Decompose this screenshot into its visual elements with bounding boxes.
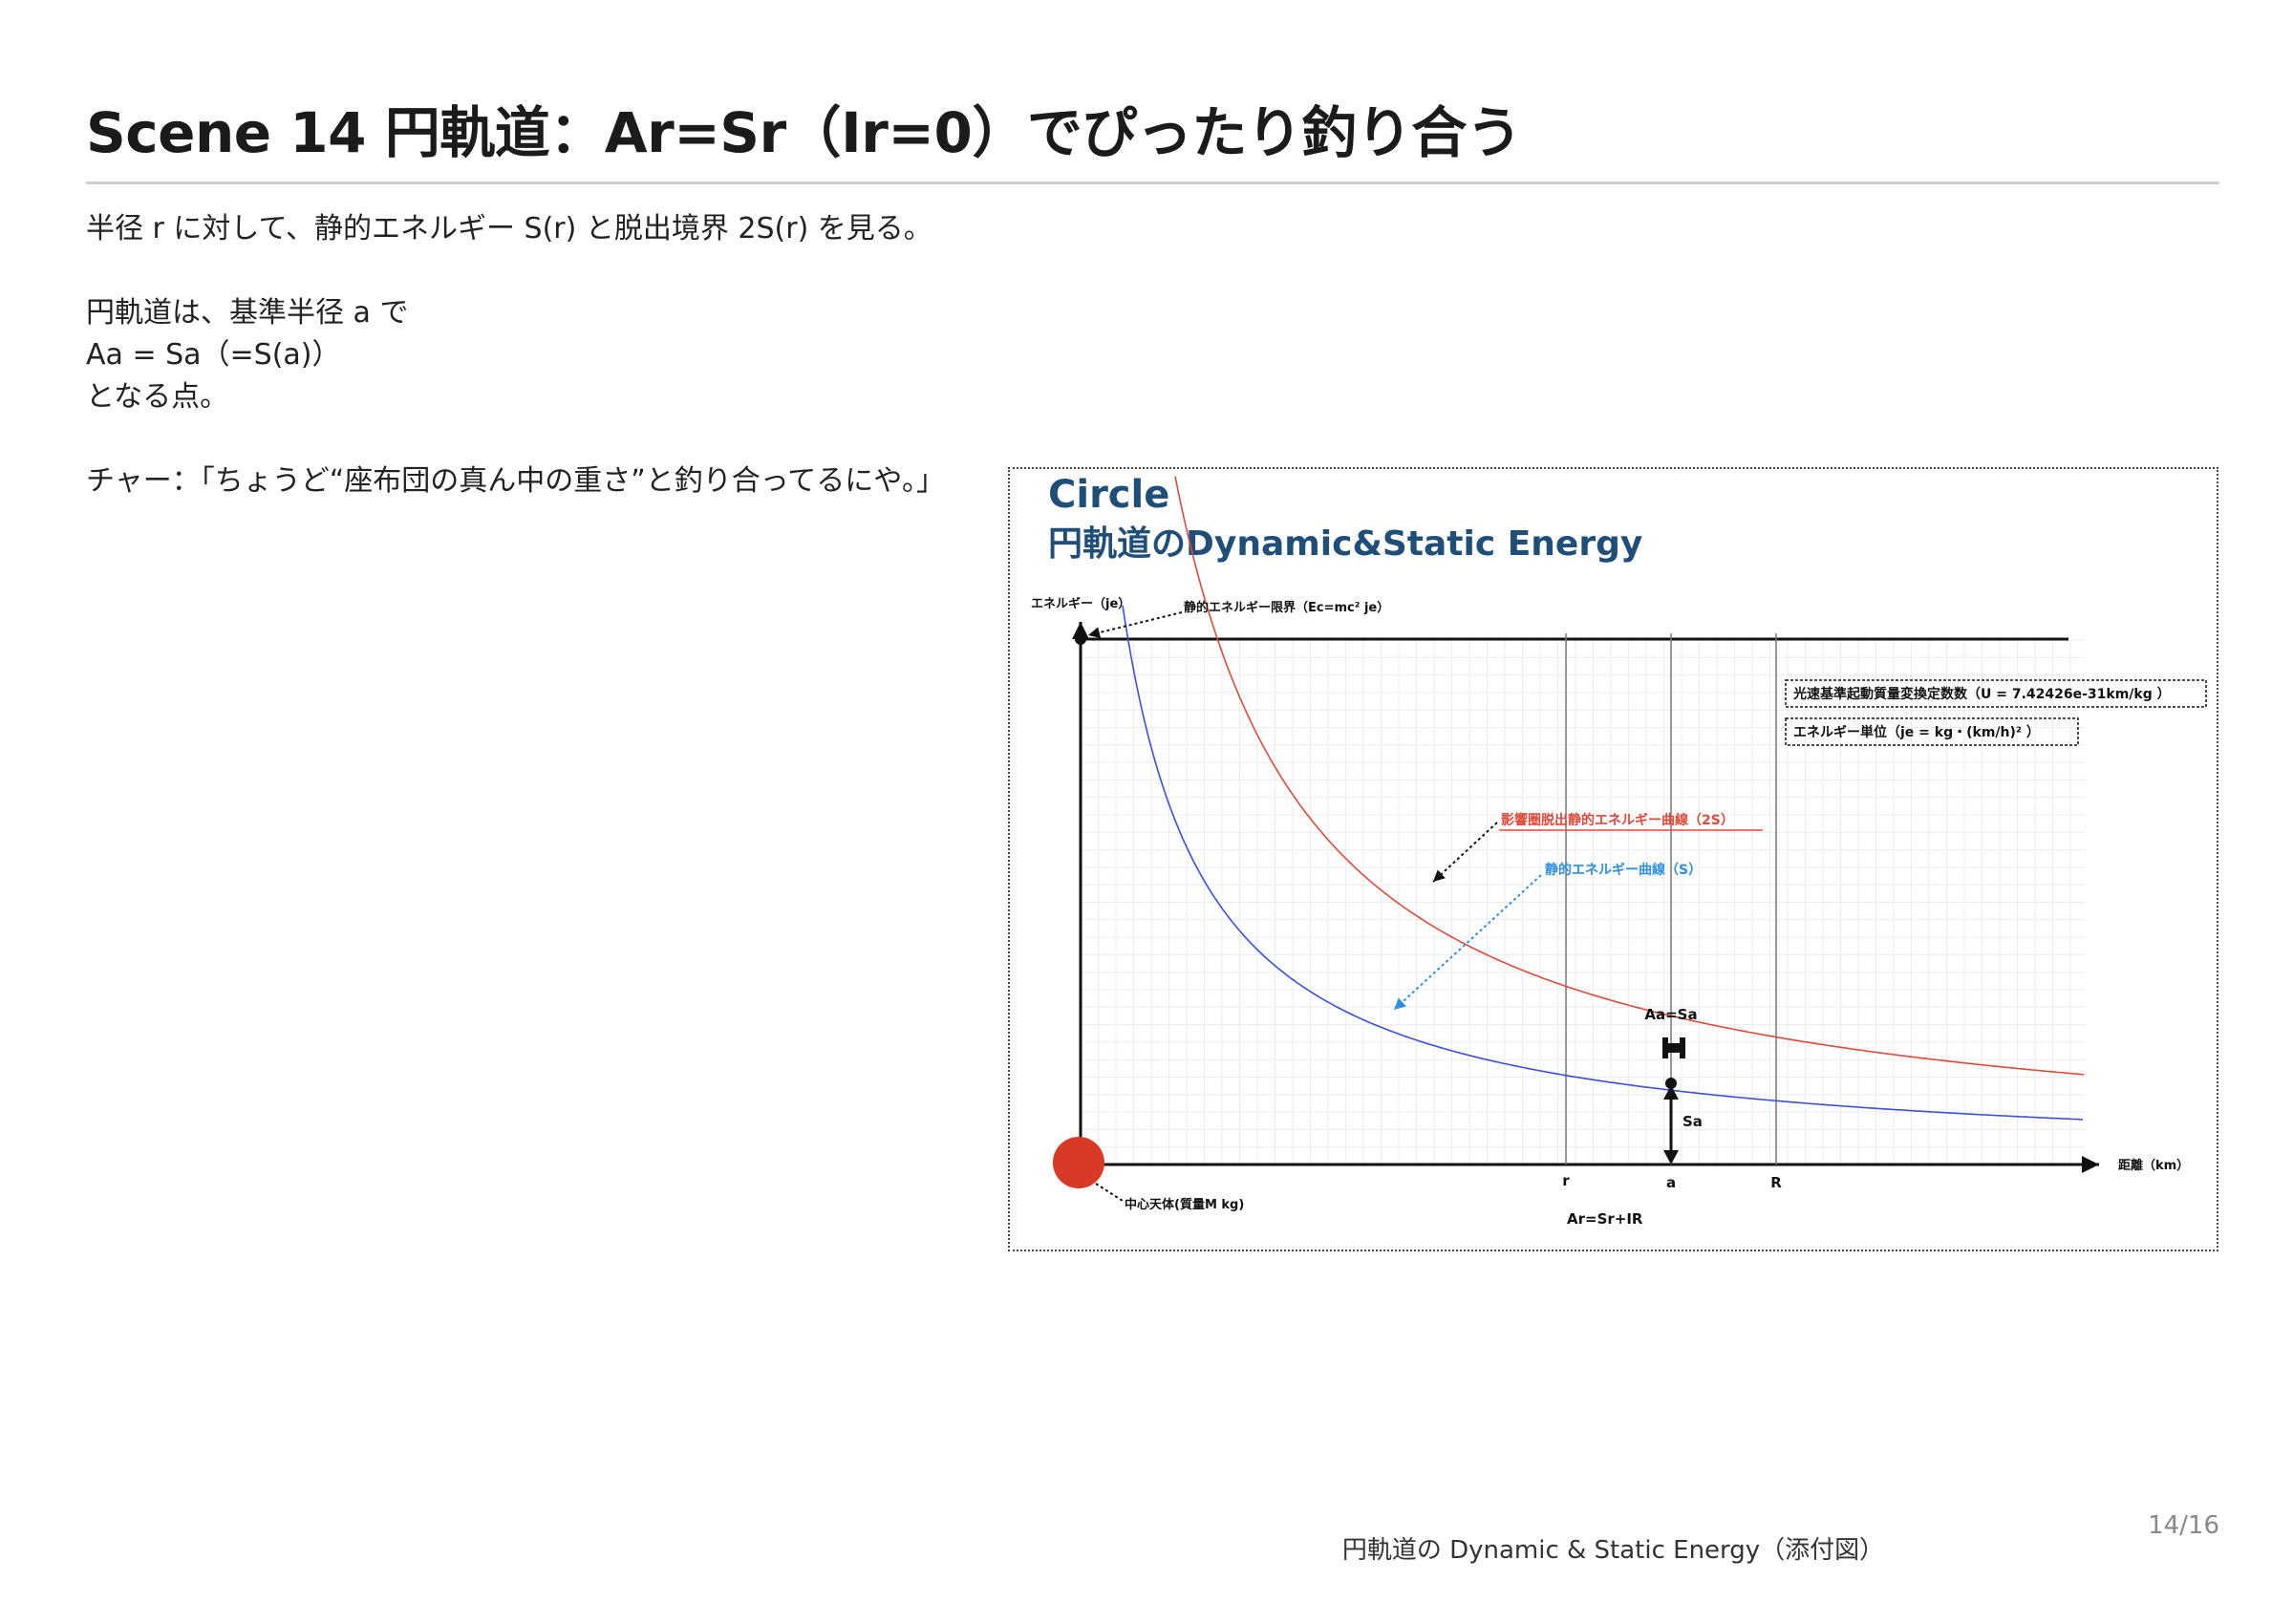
x-axis-label: 距離（km） <box>2118 1158 2189 1173</box>
sa-arrow-head-top <box>1663 1085 1679 1100</box>
body-line-3: Aa = Sa（=S(a)） <box>86 338 341 372</box>
body-line-2: 円軌道は、基準半径 a で <box>86 296 409 330</box>
ar-formula-label: Ar=Sr+IR <box>1567 1210 1643 1228</box>
origin-point <box>1075 633 1086 645</box>
energy-unit-box <box>1785 717 2079 746</box>
central-body-label: 中心天体(質量M kg) <box>1125 1197 1244 1212</box>
central-body <box>1053 1137 1104 1188</box>
figure-caption: 円軌道の Dynamic & Static Energy（添付図） <box>1341 1536 1885 1565</box>
title-divider <box>86 182 2219 184</box>
curve-2s <box>1174 476 2085 1076</box>
page-number: 14/16 <box>2148 1511 2219 1540</box>
curve-2s-label: 影響圏脱出静的エネルギー曲線（2S） <box>1501 812 1734 828</box>
energy-figure: Circle 円軌道のDynamic&Static Energy エネルギー（j… <box>1008 467 2218 1251</box>
body-line-4: となる点。 <box>86 380 229 414</box>
curve-s-label: 静的エネルギー曲線（S） <box>1545 862 1702 878</box>
curve-s <box>1122 605 2084 1121</box>
body-line-1: 半径 r に対して、静的エネルギー S(r) と脱出境界 2S(r) を見る。 <box>86 212 932 246</box>
y-axis-label: エネルギー（je） <box>1031 596 1130 611</box>
x-marker-R: R <box>1770 1174 1782 1191</box>
aa-equals-sa-label: Aa=Sa <box>1644 1006 1697 1023</box>
energy-figure-svg: Circle 円軌道のDynamic&Static Energy エネルギー（j… <box>1031 473 2207 1228</box>
orbit-point <box>1665 1078 1677 1089</box>
conversion-constant-text: 光速基準起動質量変換定数数（U = 7.42426e-31km/kg ） <box>1792 686 2171 702</box>
figure-title-line-2: 円軌道のDynamic&Static Energy <box>1048 524 1642 564</box>
chart-grid <box>1080 639 2085 1165</box>
satellite-icon <box>1662 1037 1685 1058</box>
energy-unit-text: エネルギー単位（je = kg・(km/h)² ） <box>1793 724 2040 740</box>
slide-body: 半径 r に対して、静的エネルギー S(r) と脱出境界 2S(r) を見る。 … <box>86 208 975 502</box>
central-body-pointer <box>1095 1183 1124 1202</box>
curve-s-pointer <box>1393 874 1542 1011</box>
limit-pointer <box>1087 611 1183 638</box>
figure-title-line-1: Circle <box>1048 473 1169 517</box>
conversion-constant-box <box>1785 679 2207 708</box>
energy-limit-label: 静的エネルギー限界（Ec=mc² je） <box>1184 600 1389 615</box>
sa-label: Sa <box>1682 1113 1703 1130</box>
sa-arrow-head-bottom <box>1663 1150 1679 1165</box>
slide-title: Scene 14 円軌道：Ar=Sr（Ir=0）でぴったり釣り合う <box>86 100 1522 165</box>
body-line-5: チャー：「ちょうど“座布団の真ん中の重さ”と釣り合ってるにや。」 <box>86 464 945 498</box>
x-marker-a: a <box>1666 1174 1676 1191</box>
x-marker-r: r <box>1562 1172 1570 1189</box>
